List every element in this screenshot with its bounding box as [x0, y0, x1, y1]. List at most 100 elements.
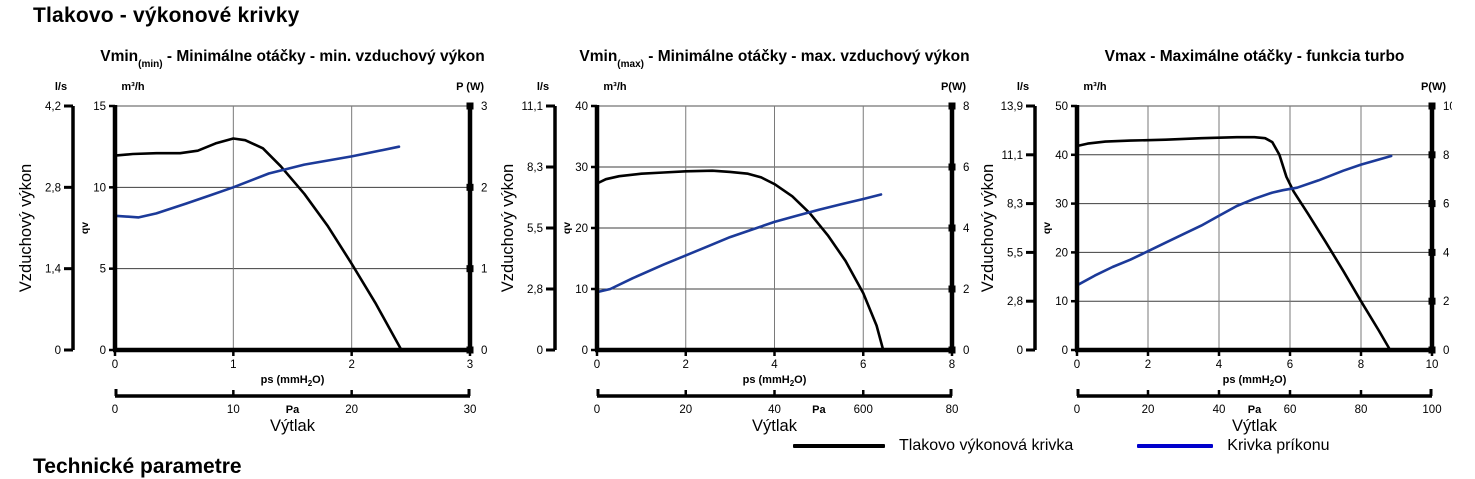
black-line-swatch-icon: [793, 444, 885, 448]
page-title: Tlakovo - výkonové krivky: [33, 4, 300, 27]
svg-text:m³/h: m³/h: [603, 81, 627, 93]
svg-text:2: 2: [1443, 296, 1449, 308]
svg-text:l/s: l/s: [1017, 81, 1029, 93]
svg-text:40: 40: [768, 404, 781, 416]
svg-text:0: 0: [55, 345, 61, 357]
svg-text:0: 0: [100, 345, 106, 357]
svg-text:5,5: 5,5: [1007, 247, 1023, 259]
svg-text:l/s: l/s: [537, 81, 549, 93]
svg-text:11,1: 11,1: [1001, 150, 1023, 162]
chart-title-rest: - Minimálne otáčky - max. vzduchový výko…: [643, 48, 970, 65]
svg-text:P(W): P(W): [941, 81, 966, 93]
chart-vmin-min: Vmin(min) - Minimálne otáčky - min. vzdu…: [15, 42, 490, 436]
svg-text:8: 8: [949, 359, 955, 371]
svg-text:0: 0: [594, 404, 600, 416]
svg-text:10: 10: [227, 404, 240, 416]
svg-text:P (W): P (W): [456, 81, 484, 93]
svg-text:0: 0: [1062, 345, 1068, 357]
svg-text:0: 0: [963, 345, 969, 357]
svg-text:Výtlak: Výtlak: [1232, 417, 1278, 435]
svg-text:Výtlak: Výtlak: [270, 417, 316, 435]
svg-text:4: 4: [1216, 359, 1223, 371]
svg-text:8: 8: [1443, 150, 1449, 162]
chart-title-sub: (min): [138, 59, 163, 71]
svg-text:3: 3: [481, 101, 487, 113]
svg-text:6: 6: [1287, 359, 1293, 371]
svg-text:0: 0: [594, 359, 600, 371]
legend-label: Krivka príkonu: [1227, 437, 1330, 454]
svg-text:10: 10: [575, 284, 588, 296]
svg-text:6: 6: [860, 359, 866, 371]
svg-text:2: 2: [481, 182, 487, 194]
svg-text:Výtlak: Výtlak: [752, 417, 798, 435]
legend-item-power-curve: Krivka príkonu: [1137, 437, 1330, 455]
svg-text:8,3: 8,3: [527, 162, 543, 174]
blue-line-swatch-icon: [1137, 444, 1214, 448]
svg-text:2,8: 2,8: [45, 182, 61, 194]
svg-text:30: 30: [464, 404, 477, 416]
svg-text:l/s: l/s: [55, 81, 67, 93]
chart-title-rest: - Maximálne otáčky - funkcia turbo: [1145, 48, 1405, 65]
svg-text:ps (mmH2O): ps (mmH2O): [261, 374, 325, 388]
svg-text:40: 40: [1055, 150, 1068, 162]
svg-text:1,4: 1,4: [45, 264, 62, 276]
svg-text:2: 2: [683, 359, 689, 371]
chart-vmax: Vmax - Maximálne otáčky - funkcia turbo …: [977, 42, 1452, 436]
svg-text:20: 20: [1142, 404, 1155, 416]
svg-text:20: 20: [575, 223, 588, 235]
svg-text:6: 6: [963, 162, 969, 174]
chart-title: Vmin(max) - Minimálne otáčky - max. vzdu…: [497, 42, 972, 72]
svg-text:Vzduchový výkon: Vzduchový výkon: [17, 164, 35, 292]
svg-text:Vzduchový výkon: Vzduchový výkon: [979, 164, 997, 292]
chart-title-main: Vmin: [579, 48, 618, 65]
svg-text:10: 10: [93, 182, 106, 194]
svg-text:0: 0: [537, 345, 543, 357]
svg-text:8: 8: [963, 101, 969, 113]
svg-text:0: 0: [112, 359, 118, 371]
svg-text:80: 80: [946, 404, 959, 416]
chart-title: Vmin(min) - Minimálne otáčky - min. vzdu…: [15, 42, 490, 72]
svg-text:80: 80: [1355, 404, 1368, 416]
svg-text:6: 6: [1443, 199, 1449, 211]
chart-plot: 00102,8205,5308,34011,15013,902468100246…: [977, 76, 1452, 436]
svg-text:ps (mmH2O): ps (mmH2O): [743, 374, 807, 388]
svg-text:0: 0: [1017, 345, 1023, 357]
svg-text:4: 4: [963, 223, 970, 235]
svg-text:50: 50: [1055, 101, 1068, 113]
svg-text:10: 10: [1426, 359, 1439, 371]
svg-text:10: 10: [1055, 296, 1068, 308]
svg-text:100: 100: [1422, 404, 1441, 416]
svg-text:4,2: 4,2: [45, 101, 61, 113]
chart-plot: 0 0 10 2,8 20 5,5 30 8,3 40 11,1 0 2 4 6 8 0 2 4 6 8 l/s m³/h…: [497, 76, 972, 436]
svg-text:qv: qv: [79, 222, 91, 234]
svg-text:40: 40: [1213, 404, 1226, 416]
svg-text:600: 600: [854, 404, 873, 416]
svg-text:Vzduchový výkon: Vzduchový výkon: [499, 164, 517, 292]
svg-text:2: 2: [1145, 359, 1151, 371]
svg-text:11,1: 11,1: [521, 101, 543, 113]
chart-title-rest: - Minimálne otáčky - min. vzduchový výko…: [162, 48, 485, 65]
section-heading-technicke-parametre: Technické parametre: [33, 455, 242, 478]
chart-title-main: Vmax: [1104, 48, 1146, 65]
svg-text:Pa: Pa: [812, 404, 826, 416]
svg-text:10: 10: [1443, 101, 1452, 113]
chart-title: Vmax - Maximálne otáčky - funkcia turbo: [977, 42, 1452, 72]
svg-text:2,8: 2,8: [527, 284, 543, 296]
svg-text:0: 0: [1443, 345, 1449, 357]
svg-text:30: 30: [1055, 199, 1068, 211]
svg-text:Pa: Pa: [1248, 404, 1262, 416]
svg-text:qv: qv: [1041, 222, 1053, 234]
svg-text:m³/h: m³/h: [1083, 81, 1107, 93]
svg-text:20: 20: [679, 404, 692, 416]
svg-text:0: 0: [1074, 359, 1080, 371]
svg-text:8,3: 8,3: [1007, 199, 1023, 211]
svg-text:0: 0: [582, 345, 588, 357]
svg-text:60: 60: [1284, 404, 1297, 416]
svg-text:Pa: Pa: [286, 404, 300, 416]
svg-text:4: 4: [1443, 247, 1450, 259]
svg-text:4: 4: [771, 359, 778, 371]
chart-plot: 0 0 5 1,4 10 2,8 15 4,2 0 1 2 3 0 1 2 3 l/s m³/h P (W) qv ps…: [15, 76, 490, 436]
svg-text:40: 40: [575, 101, 588, 113]
